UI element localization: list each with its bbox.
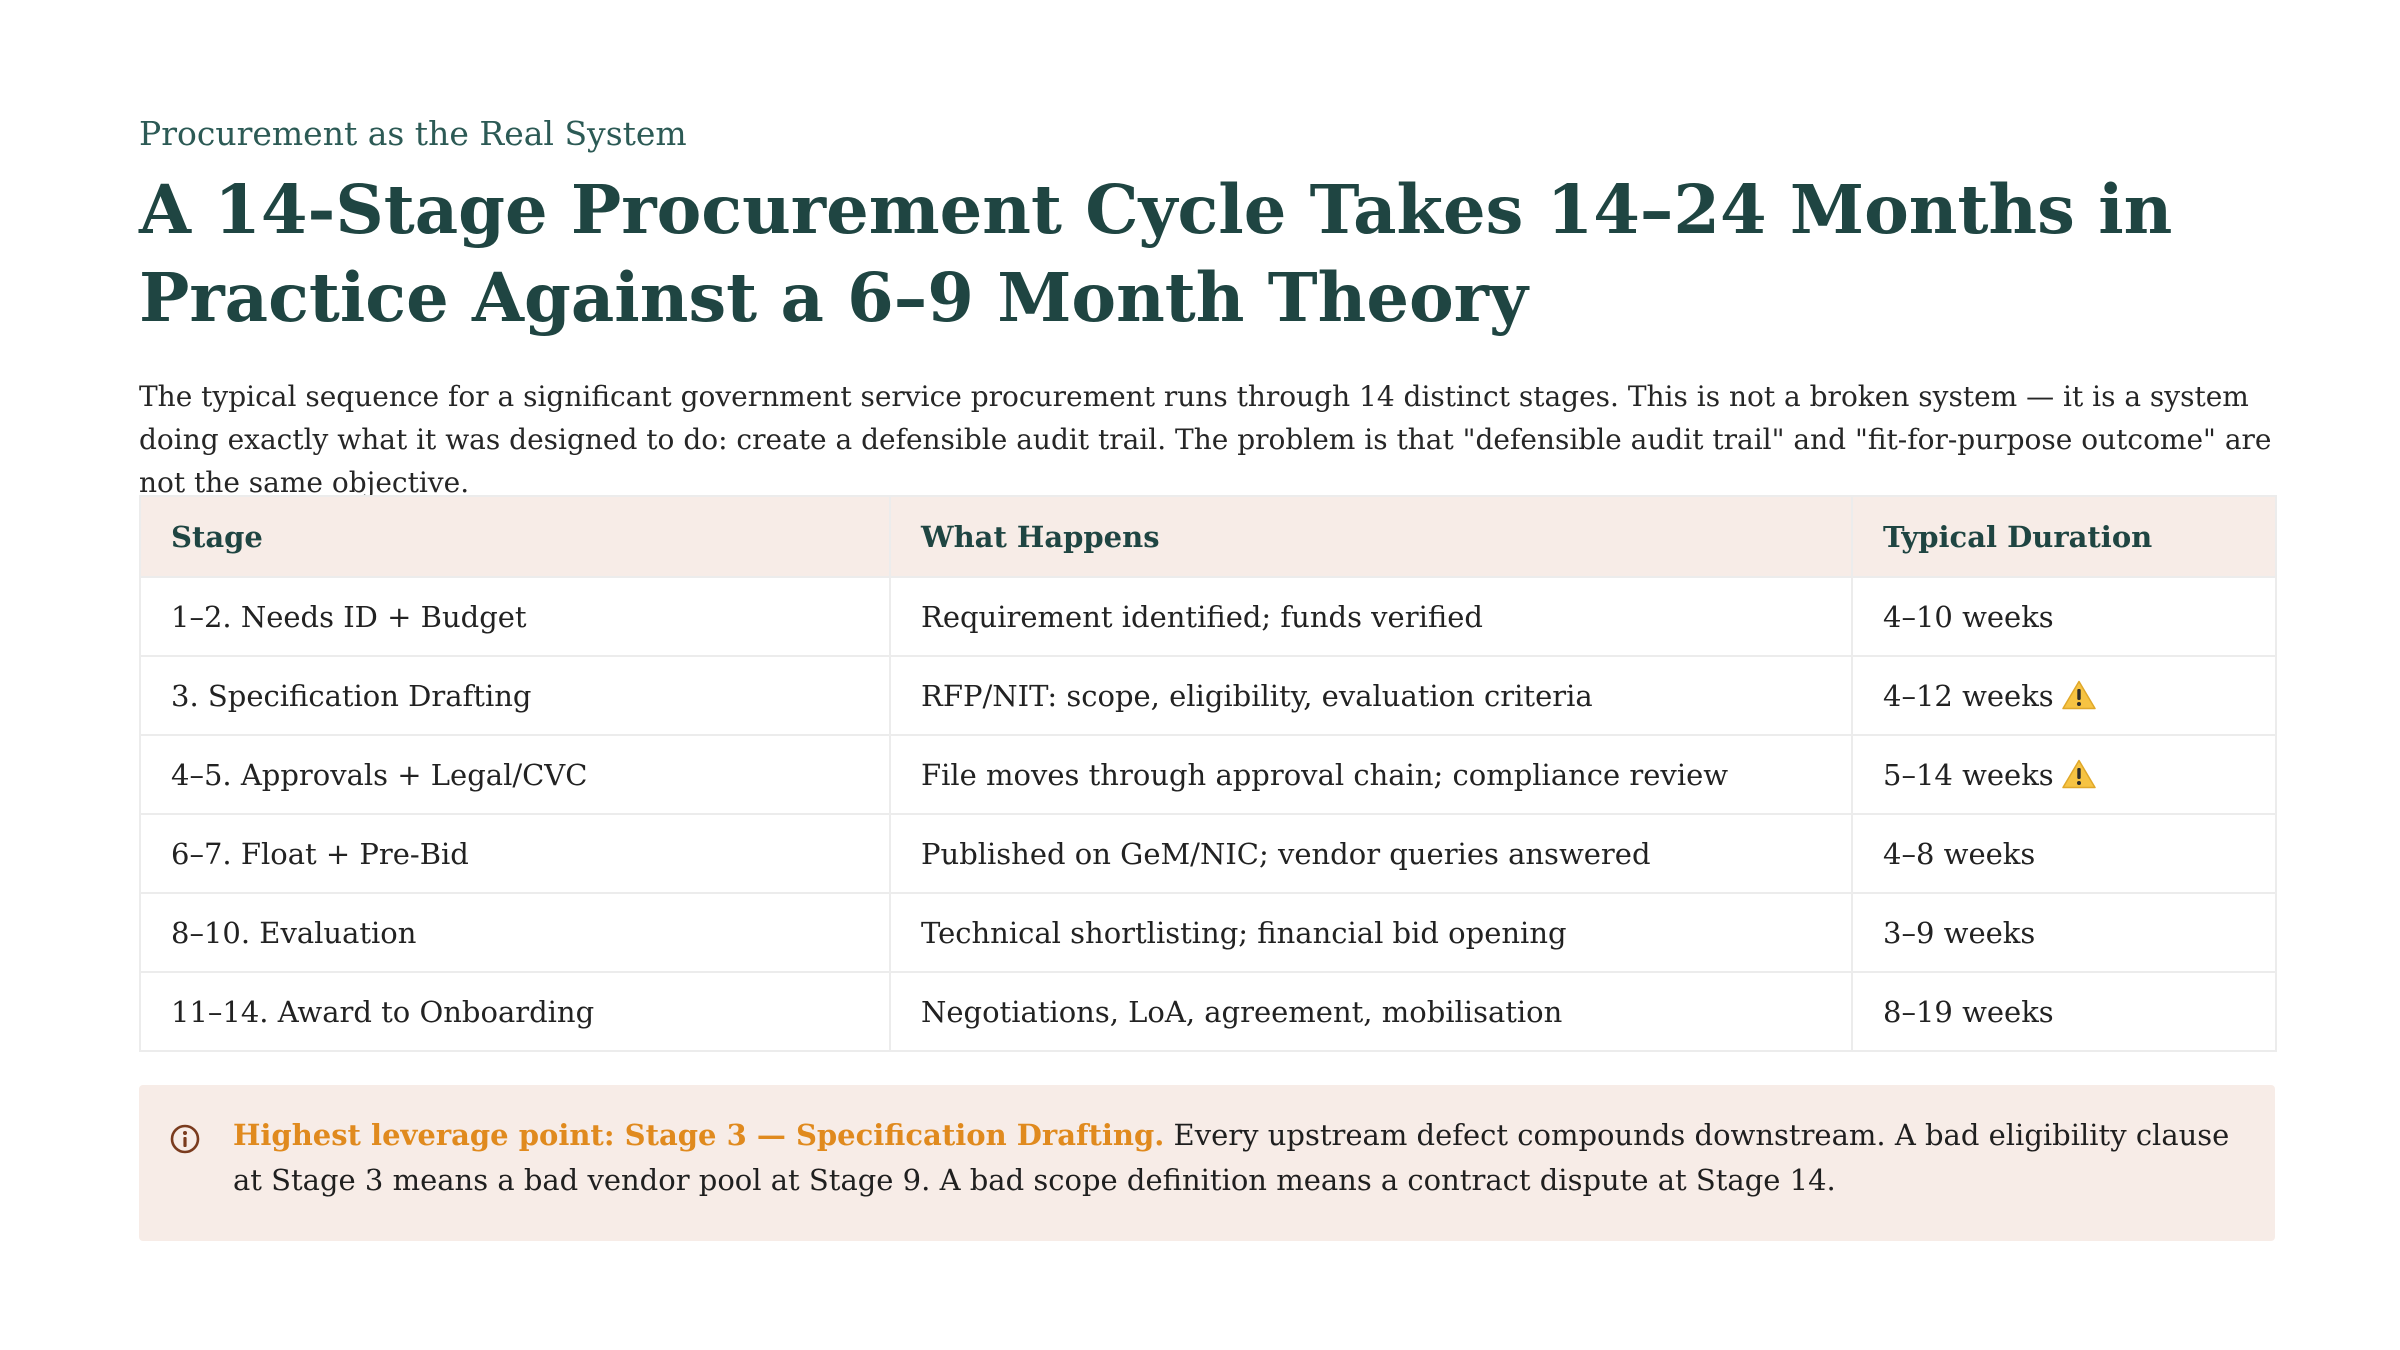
cell-duration-text: 5–14 weeks — [1883, 757, 2054, 792]
cell-what-happens: Requirement identified; funds verified — [889, 576, 1853, 657]
warning-icon — [2061, 680, 2096, 709]
table-body: 1–2. Needs ID + Budget Requirement identi… — [139, 576, 2277, 1052]
cell-what-happens: Technical shortlisting; financial bid op… — [889, 892, 1853, 973]
cell-duration: 4–8 weeks — [1851, 813, 2277, 894]
warning-icon — [2061, 759, 2096, 788]
cell-duration-text: 4–8 weeks — [1883, 836, 2036, 871]
cell-what-happens-text: File moves through approval chain; compl… — [921, 757, 1729, 792]
cell-duration: 3–9 weeks — [1851, 892, 2277, 973]
table-row: 8–10. Evaluation Technical shortlisting; … — [139, 892, 2277, 973]
cell-what-happens: Negotiations, LoA, agreement, mobilisati… — [889, 971, 1853, 1052]
page-title: A 14-Stage Procurement Cycle Takes 14–24… — [139, 170, 2173, 337]
callout-body: Every upstream defect compounds downstre… — [233, 1118, 2230, 1197]
callout-lead: Highest leverage point: Stage 3 — Specif… — [233, 1118, 1165, 1152]
cell-stage: 3. Specification Drafting — [139, 655, 891, 736]
cell-stage-text: 6–7. Float + Pre-Bid — [171, 836, 469, 871]
cell-stage: 4–5. Approvals + Legal/CVC — [139, 734, 891, 815]
cell-stage-text: 8–10. Evaluation — [171, 915, 417, 950]
cell-what-happens-text: RFP/NIT: scope, eligibility, evaluation … — [921, 678, 1593, 713]
stages-table: Stage What Happens Typical Duration 1–2.… — [139, 495, 2277, 1052]
cell-what-happens: RFP/NIT: scope, eligibility, evaluation … — [889, 655, 1853, 736]
leverage-callout: Highest leverage point: Stage 3 — Specif… — [139, 1085, 2275, 1241]
cell-stage-text: 11–14. Award to Onboarding — [171, 994, 595, 1029]
callout-text: Highest leverage point: Stage 3 — Specif… — [233, 1113, 2253, 1203]
table-row: 11–14. Award to Onboarding Negotiations, … — [139, 971, 2277, 1052]
table-row: 4–5. Approvals + Legal/CVC File moves thr… — [139, 734, 2277, 815]
intro-paragraph: The typical sequence for a significant g… — [139, 380, 2272, 499]
cell-stage: 8–10. Evaluation — [139, 892, 891, 973]
column-header-stage: Stage — [139, 495, 891, 578]
table-row: 1–2. Needs ID + Budget Requirement identi… — [139, 576, 2277, 657]
cell-what-happens-text: Negotiations, LoA, agreement, mobilisati… — [921, 994, 1563, 1029]
cell-duration: 5–14 weeks — [1851, 734, 2277, 815]
cell-duration-text: 8–19 weeks — [1883, 994, 2054, 1029]
cell-duration: 4–12 weeks — [1851, 655, 2277, 736]
cell-duration: 8–19 weeks — [1851, 971, 2277, 1052]
cell-stage-text: 4–5. Approvals + Legal/CVC — [171, 757, 588, 792]
column-header-duration: Typical Duration — [1851, 495, 2277, 578]
cell-stage: 11–14. Award to Onboarding — [139, 971, 891, 1052]
cell-what-happens-text: Published on GeM/NIC; vendor queries ans… — [921, 836, 1651, 871]
column-header-what-happens: What Happens — [889, 495, 1853, 578]
cell-what-happens: File moves through approval chain; compl… — [889, 734, 1853, 815]
info-icon — [170, 1124, 200, 1154]
cell-duration: 4–10 weeks — [1851, 576, 2277, 657]
cell-stage: 6–7. Float + Pre-Bid — [139, 813, 891, 894]
cell-duration-text: 4–12 weeks — [1883, 678, 2054, 713]
table-row: 6–7. Float + Pre-Bid Published on GeM/NIC… — [139, 813, 2277, 894]
cell-duration-text: 4–10 weeks — [1883, 599, 2054, 634]
cell-what-happens-text: Requirement identified; funds verified — [921, 599, 1483, 634]
cell-what-happens-text: Technical shortlisting; financial bid op… — [921, 915, 1567, 950]
slide: Procurement as the Real System A 14-Stag… — [139, 0, 2277, 1350]
cell-stage-text: 1–2. Needs ID + Budget — [171, 599, 527, 634]
table-header-row: Stage What Happens Typical Duration — [139, 495, 2277, 578]
cell-what-happens: Published on GeM/NIC; vendor queries ans… — [889, 813, 1853, 894]
section-eyebrow: Procurement as the Real System — [139, 114, 687, 153]
cell-stage: 1–2. Needs ID + Budget — [139, 576, 891, 657]
cell-stage-text: 3. Specification Drafting — [171, 678, 532, 713]
table-row: 3. Specification Drafting RFP/NIT: scope,… — [139, 655, 2277, 736]
cell-duration-text: 3–9 weeks — [1883, 915, 2036, 950]
